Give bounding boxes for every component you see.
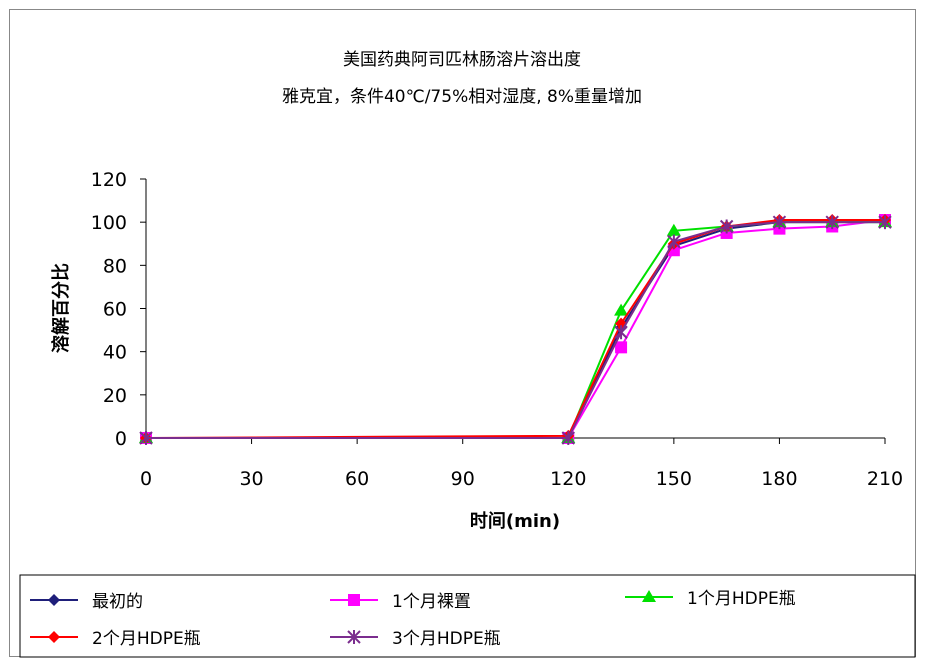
- x-tick-label: 0: [140, 468, 152, 490]
- series-5-point: [139, 431, 153, 445]
- legend-label: 1个月裸置: [392, 592, 471, 612]
- legend: 最初的 1个月裸置 1个月HDPE瓶 2个月HDPE瓶 3个月HDPE瓶: [30, 589, 796, 649]
- legend-label: 1个月HDPE瓶: [687, 589, 796, 609]
- series-5-point: [878, 215, 892, 230]
- legend-marker: [347, 630, 361, 644]
- y-tick-label: 40: [103, 342, 127, 364]
- series-5-point: [719, 219, 734, 234]
- y-tick-label: 20: [103, 385, 127, 407]
- series-2-line: [146, 219, 886, 439]
- series-5-point: [614, 325, 628, 340]
- y-tick-label: 120: [91, 169, 127, 191]
- series-5-point: [772, 215, 787, 230]
- x-axis-title: 时间(min): [470, 511, 560, 532]
- plot-area: [139, 214, 892, 445]
- x-tick-label: 90: [451, 468, 475, 490]
- axes: 0 20 40 60 80 100 120 0 30 60 90 120 150 180 210: [91, 169, 903, 490]
- x-tick-label: 210: [867, 468, 903, 490]
- legend-marker: [48, 594, 60, 606]
- y-tick-label: 100: [91, 212, 127, 234]
- y-axis-title: 溶解百分比: [50, 263, 72, 353]
- x-tick-label: 60: [345, 468, 369, 490]
- chart-subtitle: 雅克宜，条件40℃/75%相对湿度, 8%重量增加: [282, 87, 642, 107]
- y-tick-label: 0: [115, 428, 127, 450]
- y-tick-label: 80: [103, 255, 127, 277]
- chart-title: 美国药典阿司匹林肠溶片溶出度: [343, 50, 581, 70]
- legend-marker: [642, 590, 656, 602]
- x-tick-label: 30: [239, 468, 263, 490]
- y-tick-label: 60: [103, 299, 127, 321]
- series-2-point: [615, 341, 628, 354]
- series-5-point: [667, 234, 681, 249]
- series-3-point: [666, 223, 681, 236]
- legend-marker: [348, 594, 360, 606]
- legend-label: 最初的: [92, 592, 143, 612]
- x-tick-label: 150: [656, 468, 692, 490]
- series-3-point: [614, 303, 629, 316]
- x-tick-label: 180: [761, 468, 797, 490]
- legend-marker: [48, 631, 60, 643]
- x-tick-label: 120: [550, 468, 586, 490]
- series-5-point: [825, 215, 839, 230]
- series-3-line: [146, 221, 885, 439]
- legend-label: 2个月HDPE瓶: [92, 629, 201, 649]
- legend-label: 3个月HDPE瓶: [392, 629, 501, 649]
- series-5-line: [146, 221, 885, 439]
- series-4-line: [145, 219, 885, 439]
- series-5-point: [561, 431, 575, 445]
- legend-box: [19, 574, 916, 658]
- series-1-line: [146, 221, 885, 439]
